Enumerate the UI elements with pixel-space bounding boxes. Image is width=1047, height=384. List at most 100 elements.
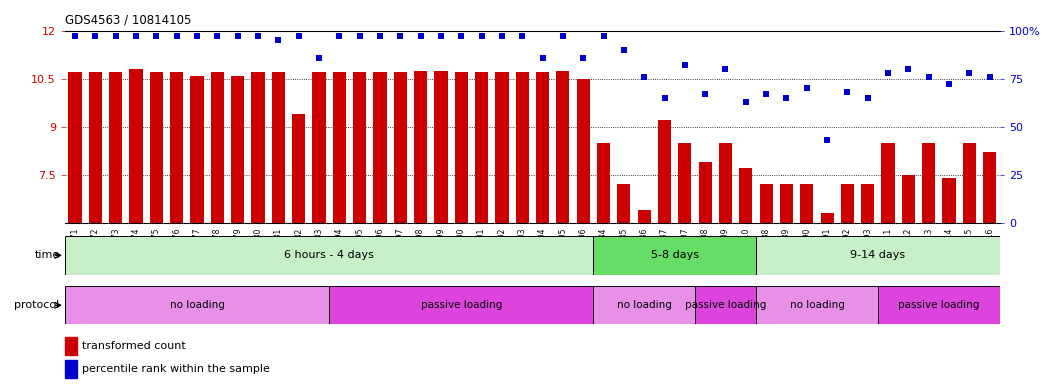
Bar: [942, 178, 956, 223]
Point: [575, 55, 592, 61]
Point: [799, 85, 816, 91]
Bar: [414, 71, 427, 223]
Bar: [821, 213, 833, 223]
Bar: [272, 72, 285, 223]
Point: [432, 33, 449, 40]
Bar: [65, 337, 77, 355]
Point: [656, 95, 673, 101]
Bar: [68, 72, 82, 223]
Bar: [719, 143, 732, 223]
Point: [209, 33, 226, 40]
Bar: [353, 72, 366, 223]
Text: time: time: [35, 250, 60, 260]
Bar: [759, 184, 773, 223]
Bar: [515, 72, 529, 223]
Point: [534, 55, 551, 61]
Bar: [698, 162, 712, 223]
Point: [860, 95, 876, 101]
Text: 5-8 days: 5-8 days: [650, 250, 698, 260]
Bar: [495, 72, 509, 223]
Point: [148, 33, 164, 40]
Text: GDS4563 / 10814105: GDS4563 / 10814105: [65, 14, 192, 27]
Point: [940, 81, 957, 88]
Bar: [170, 72, 183, 223]
Bar: [65, 286, 329, 324]
Bar: [394, 72, 407, 223]
Bar: [210, 72, 224, 223]
Bar: [756, 236, 1000, 275]
Bar: [556, 71, 570, 223]
Point: [249, 33, 266, 40]
Point: [372, 33, 388, 40]
Point: [188, 33, 205, 40]
Bar: [150, 72, 163, 223]
Bar: [577, 79, 589, 223]
Bar: [536, 72, 550, 223]
Bar: [333, 72, 346, 223]
Bar: [435, 71, 447, 223]
Point: [290, 33, 307, 40]
Bar: [594, 236, 756, 275]
Bar: [191, 76, 203, 223]
Bar: [901, 175, 915, 223]
Bar: [109, 72, 122, 223]
Point: [778, 95, 795, 101]
Bar: [983, 152, 997, 223]
Text: protocol: protocol: [15, 300, 60, 310]
Text: no loading: no loading: [617, 300, 671, 310]
Point: [473, 33, 490, 40]
Bar: [922, 143, 935, 223]
Point: [351, 33, 367, 40]
Point: [413, 33, 429, 40]
Text: percentile rank within the sample: percentile rank within the sample: [82, 364, 270, 374]
Point: [128, 33, 144, 40]
Point: [676, 62, 693, 68]
Point: [453, 33, 470, 40]
Point: [229, 33, 246, 40]
Bar: [89, 72, 102, 223]
Bar: [594, 286, 695, 324]
Bar: [65, 236, 594, 275]
Text: passive loading: passive loading: [898, 300, 980, 310]
Point: [555, 33, 572, 40]
Bar: [963, 143, 976, 223]
Text: passive loading: passive loading: [685, 300, 766, 310]
Bar: [597, 143, 610, 223]
Point: [839, 89, 855, 95]
Bar: [475, 72, 488, 223]
Bar: [251, 72, 265, 223]
Text: 9-14 days: 9-14 days: [850, 250, 906, 260]
Bar: [862, 184, 874, 223]
Text: 6 hours - 4 days: 6 hours - 4 days: [284, 250, 374, 260]
Point: [636, 74, 652, 80]
Point: [595, 33, 611, 40]
Text: transformed count: transformed count: [82, 341, 185, 351]
Bar: [841, 184, 854, 223]
Bar: [312, 72, 326, 223]
Point: [981, 74, 998, 80]
Point: [920, 74, 937, 80]
Point: [331, 33, 348, 40]
Bar: [658, 120, 671, 223]
Point: [392, 33, 408, 40]
Bar: [638, 210, 651, 223]
Point: [616, 47, 632, 53]
Point: [879, 70, 896, 76]
Bar: [130, 69, 142, 223]
Text: no loading: no loading: [170, 300, 224, 310]
Bar: [878, 286, 1000, 324]
Bar: [329, 286, 594, 324]
Point: [169, 33, 185, 40]
Bar: [618, 184, 630, 223]
Point: [87, 33, 104, 40]
Point: [961, 70, 978, 76]
Point: [108, 33, 125, 40]
Bar: [695, 286, 756, 324]
Point: [900, 66, 917, 72]
Text: passive loading: passive loading: [421, 300, 502, 310]
Point: [737, 99, 754, 105]
Bar: [780, 184, 793, 223]
Bar: [800, 184, 814, 223]
Point: [270, 37, 287, 43]
Point: [311, 55, 328, 61]
